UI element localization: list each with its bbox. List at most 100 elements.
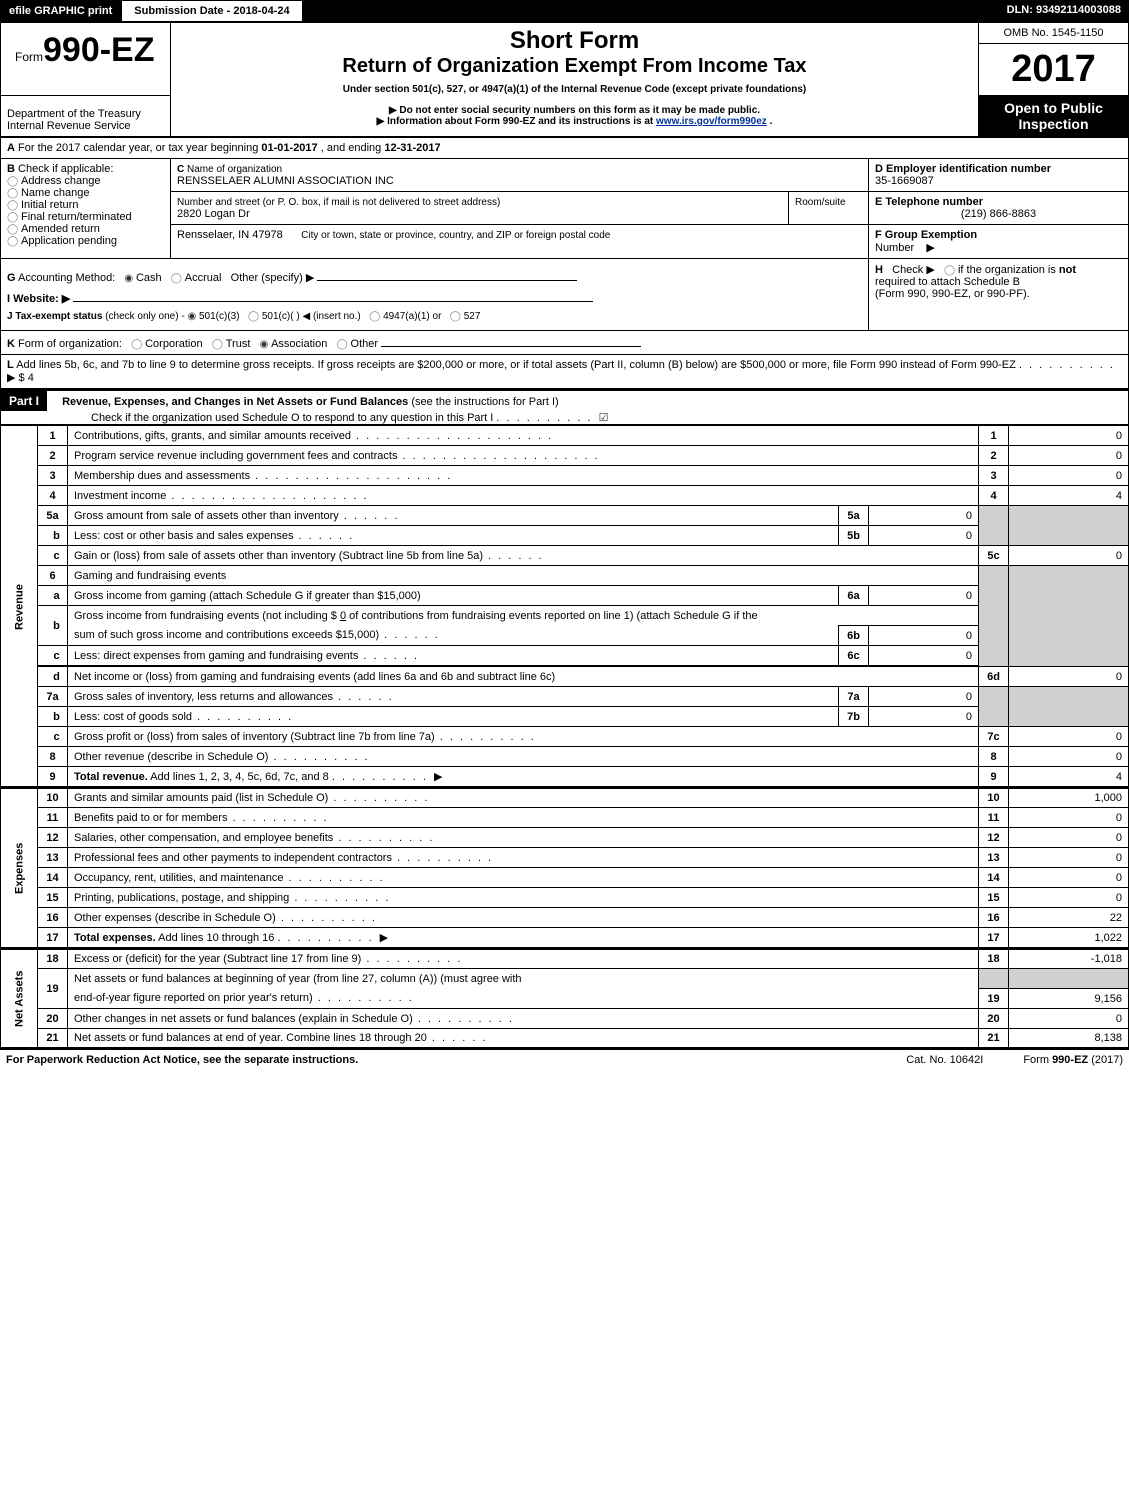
ln-19-box: 19: [979, 989, 1009, 1009]
shade: [1009, 566, 1129, 667]
other-specify-blank[interactable]: [317, 269, 577, 281]
radio-501c-post: ): [296, 311, 299, 322]
website-blank[interactable]: [73, 290, 593, 302]
ln-21-box: 21: [979, 1029, 1009, 1049]
ln-13-val: 0: [1009, 848, 1129, 868]
radio-trust[interactable]: Trust: [212, 338, 251, 350]
ln-17-desc-bold: Total expenses.: [74, 932, 156, 944]
radio-accrual[interactable]: Accrual: [171, 272, 222, 284]
ln-2-val: 0: [1009, 446, 1129, 466]
ln-11: 11: [38, 808, 68, 828]
checkbox-final-return[interactable]: Final return/terminated: [7, 211, 132, 223]
radio-cash[interactable]: Cash: [124, 272, 161, 284]
dots: [250, 470, 452, 482]
ln-12-box: 12: [979, 828, 1009, 848]
checkbox-application-pending[interactable]: Application pending: [7, 235, 117, 247]
dots: [435, 731, 536, 743]
arrow-icon: ▶: [434, 771, 442, 783]
tax-year: 2017: [979, 44, 1129, 96]
checkbox-H[interactable]: [944, 264, 958, 276]
ln-6: 6: [38, 566, 68, 586]
ln-19-desc2: end-of-year figure reported on prior yea…: [74, 992, 313, 1004]
ln-9-box: 9: [979, 767, 1009, 788]
radio-527[interactable]: 527: [450, 311, 481, 322]
checkbox-schedule-o[interactable]: [599, 412, 609, 424]
ein-value: 35-1669087: [875, 175, 934, 187]
radio-501c-pre: 501(c)(: [262, 311, 296, 322]
ln-5b-midval: 0: [869, 526, 979, 546]
ln-7c-val: 0: [1009, 727, 1129, 747]
checkbox-initial-return[interactable]: Initial return: [7, 199, 78, 211]
header-table: Form990-EZ Short Form Return of Organiza…: [0, 22, 1129, 137]
ln-3-val: 0: [1009, 466, 1129, 486]
radio-other[interactable]: Other (specify) ▶: [231, 272, 315, 284]
ln-8: 8: [38, 747, 68, 767]
dept-irs: Internal Revenue Service: [7, 120, 164, 132]
radio-4947[interactable]: 4947(a)(1) or: [369, 311, 441, 322]
ln-6b: b: [38, 606, 68, 646]
dln-value: 93492114003088: [1036, 4, 1121, 16]
ln-6d-desc: Net income or (loss) from gaming and fun…: [74, 671, 555, 683]
ln-6d-box: 6d: [979, 667, 1009, 687]
ln-6b-amt: 0: [340, 610, 346, 622]
radio-501c[interactable]: 501(c)( ): [248, 311, 303, 322]
line-L-label: L: [7, 359, 14, 371]
dots: [332, 771, 428, 783]
ln-6a-midval: 0: [869, 586, 979, 606]
ln-1: 1: [38, 426, 68, 446]
org-name: RENSSELAER ALUMNI ASSOCIATION INC: [177, 175, 394, 187]
dots: [166, 490, 368, 502]
line-H-label: H: [875, 264, 883, 276]
ln-5b: b: [38, 526, 68, 546]
radio-corporation[interactable]: Corporation: [131, 338, 202, 350]
ln-14-box: 14: [979, 868, 1009, 888]
ln-17-desc-rest: Add lines 10 through 16: [158, 932, 274, 944]
shade: [979, 969, 1009, 989]
ln-16-desc: Other expenses (describe in Schedule O): [74, 912, 276, 924]
ln-6-desc: Gaming and fundraising events: [74, 570, 226, 582]
ln-5a-midval: 0: [869, 506, 979, 526]
efile-print-button[interactable]: efile GRAPHIC print: [0, 0, 121, 22]
ln-14: 14: [38, 868, 68, 888]
warning-ssn: Do not enter social security numbers on …: [177, 105, 972, 116]
ln-11-desc: Benefits paid to or for members: [74, 812, 227, 824]
omb-value: 1545-1150: [1052, 27, 1104, 39]
ln-13-box: 13: [979, 848, 1009, 868]
radio-association[interactable]: Association: [260, 338, 328, 350]
ln-18-desc: Excess or (deficit) for the year (Subtra…: [74, 953, 361, 965]
shade: [979, 566, 1009, 667]
room-label: Room/suite: [795, 197, 846, 208]
ln-10-val: 1,000: [1009, 788, 1129, 808]
radio-501c3[interactable]: 501(c)(3): [187, 311, 239, 322]
ln-8-desc: Other revenue (describe in Schedule O): [74, 751, 268, 763]
dots: [289, 892, 390, 904]
checkbox-amended-return[interactable]: Amended return: [7, 223, 100, 235]
checkbox-name-change[interactable]: Name change: [7, 187, 89, 199]
ln-9-desc-bold: Total revenue.: [74, 771, 148, 783]
ln-2: 2: [38, 446, 68, 466]
ln-15-desc: Printing, publications, postage, and shi…: [74, 892, 289, 904]
warning-info-pre: Information about Form 990-EZ and its in…: [387, 116, 656, 127]
shade: [1009, 506, 1129, 546]
open-line2: Inspection: [985, 116, 1122, 132]
footer-left: For Paperwork Reduction Act Notice, see …: [6, 1054, 866, 1066]
part1-label: Part I: [1, 391, 47, 411]
ln-10-desc: Grants and similar amounts paid (list in…: [74, 792, 328, 804]
checkbox-address-change[interactable]: Address change: [7, 175, 100, 187]
ln-17-val: 1,022: [1009, 928, 1129, 949]
ln-7c-desc: Gross profit or (loss) from sales of inv…: [74, 731, 435, 743]
line-H-4: (Form 990, 990-EZ, or 990-PF).: [875, 288, 1030, 300]
dots: [313, 992, 414, 1004]
ln-20-desc: Other changes in net assets or fund bala…: [74, 1013, 413, 1025]
part1-check-text: Check if the organization used Schedule …: [91, 412, 493, 424]
radio-other-org[interactable]: Other: [337, 338, 379, 350]
irs-link[interactable]: www.irs.gov/form990ez: [656, 116, 767, 127]
other-org-blank[interactable]: [381, 335, 641, 347]
part1-title: Revenue, Expenses, and Changes in Net As…: [62, 396, 408, 408]
ln-1-desc: Contributions, gifts, grants, and simila…: [74, 430, 351, 442]
open-to-public: Open to Public Inspection: [979, 96, 1129, 137]
ln-3: 3: [38, 466, 68, 486]
footer-cat: Cat. No. 10642I: [906, 1054, 983, 1066]
dots: [328, 792, 429, 804]
ln-13: 13: [38, 848, 68, 868]
